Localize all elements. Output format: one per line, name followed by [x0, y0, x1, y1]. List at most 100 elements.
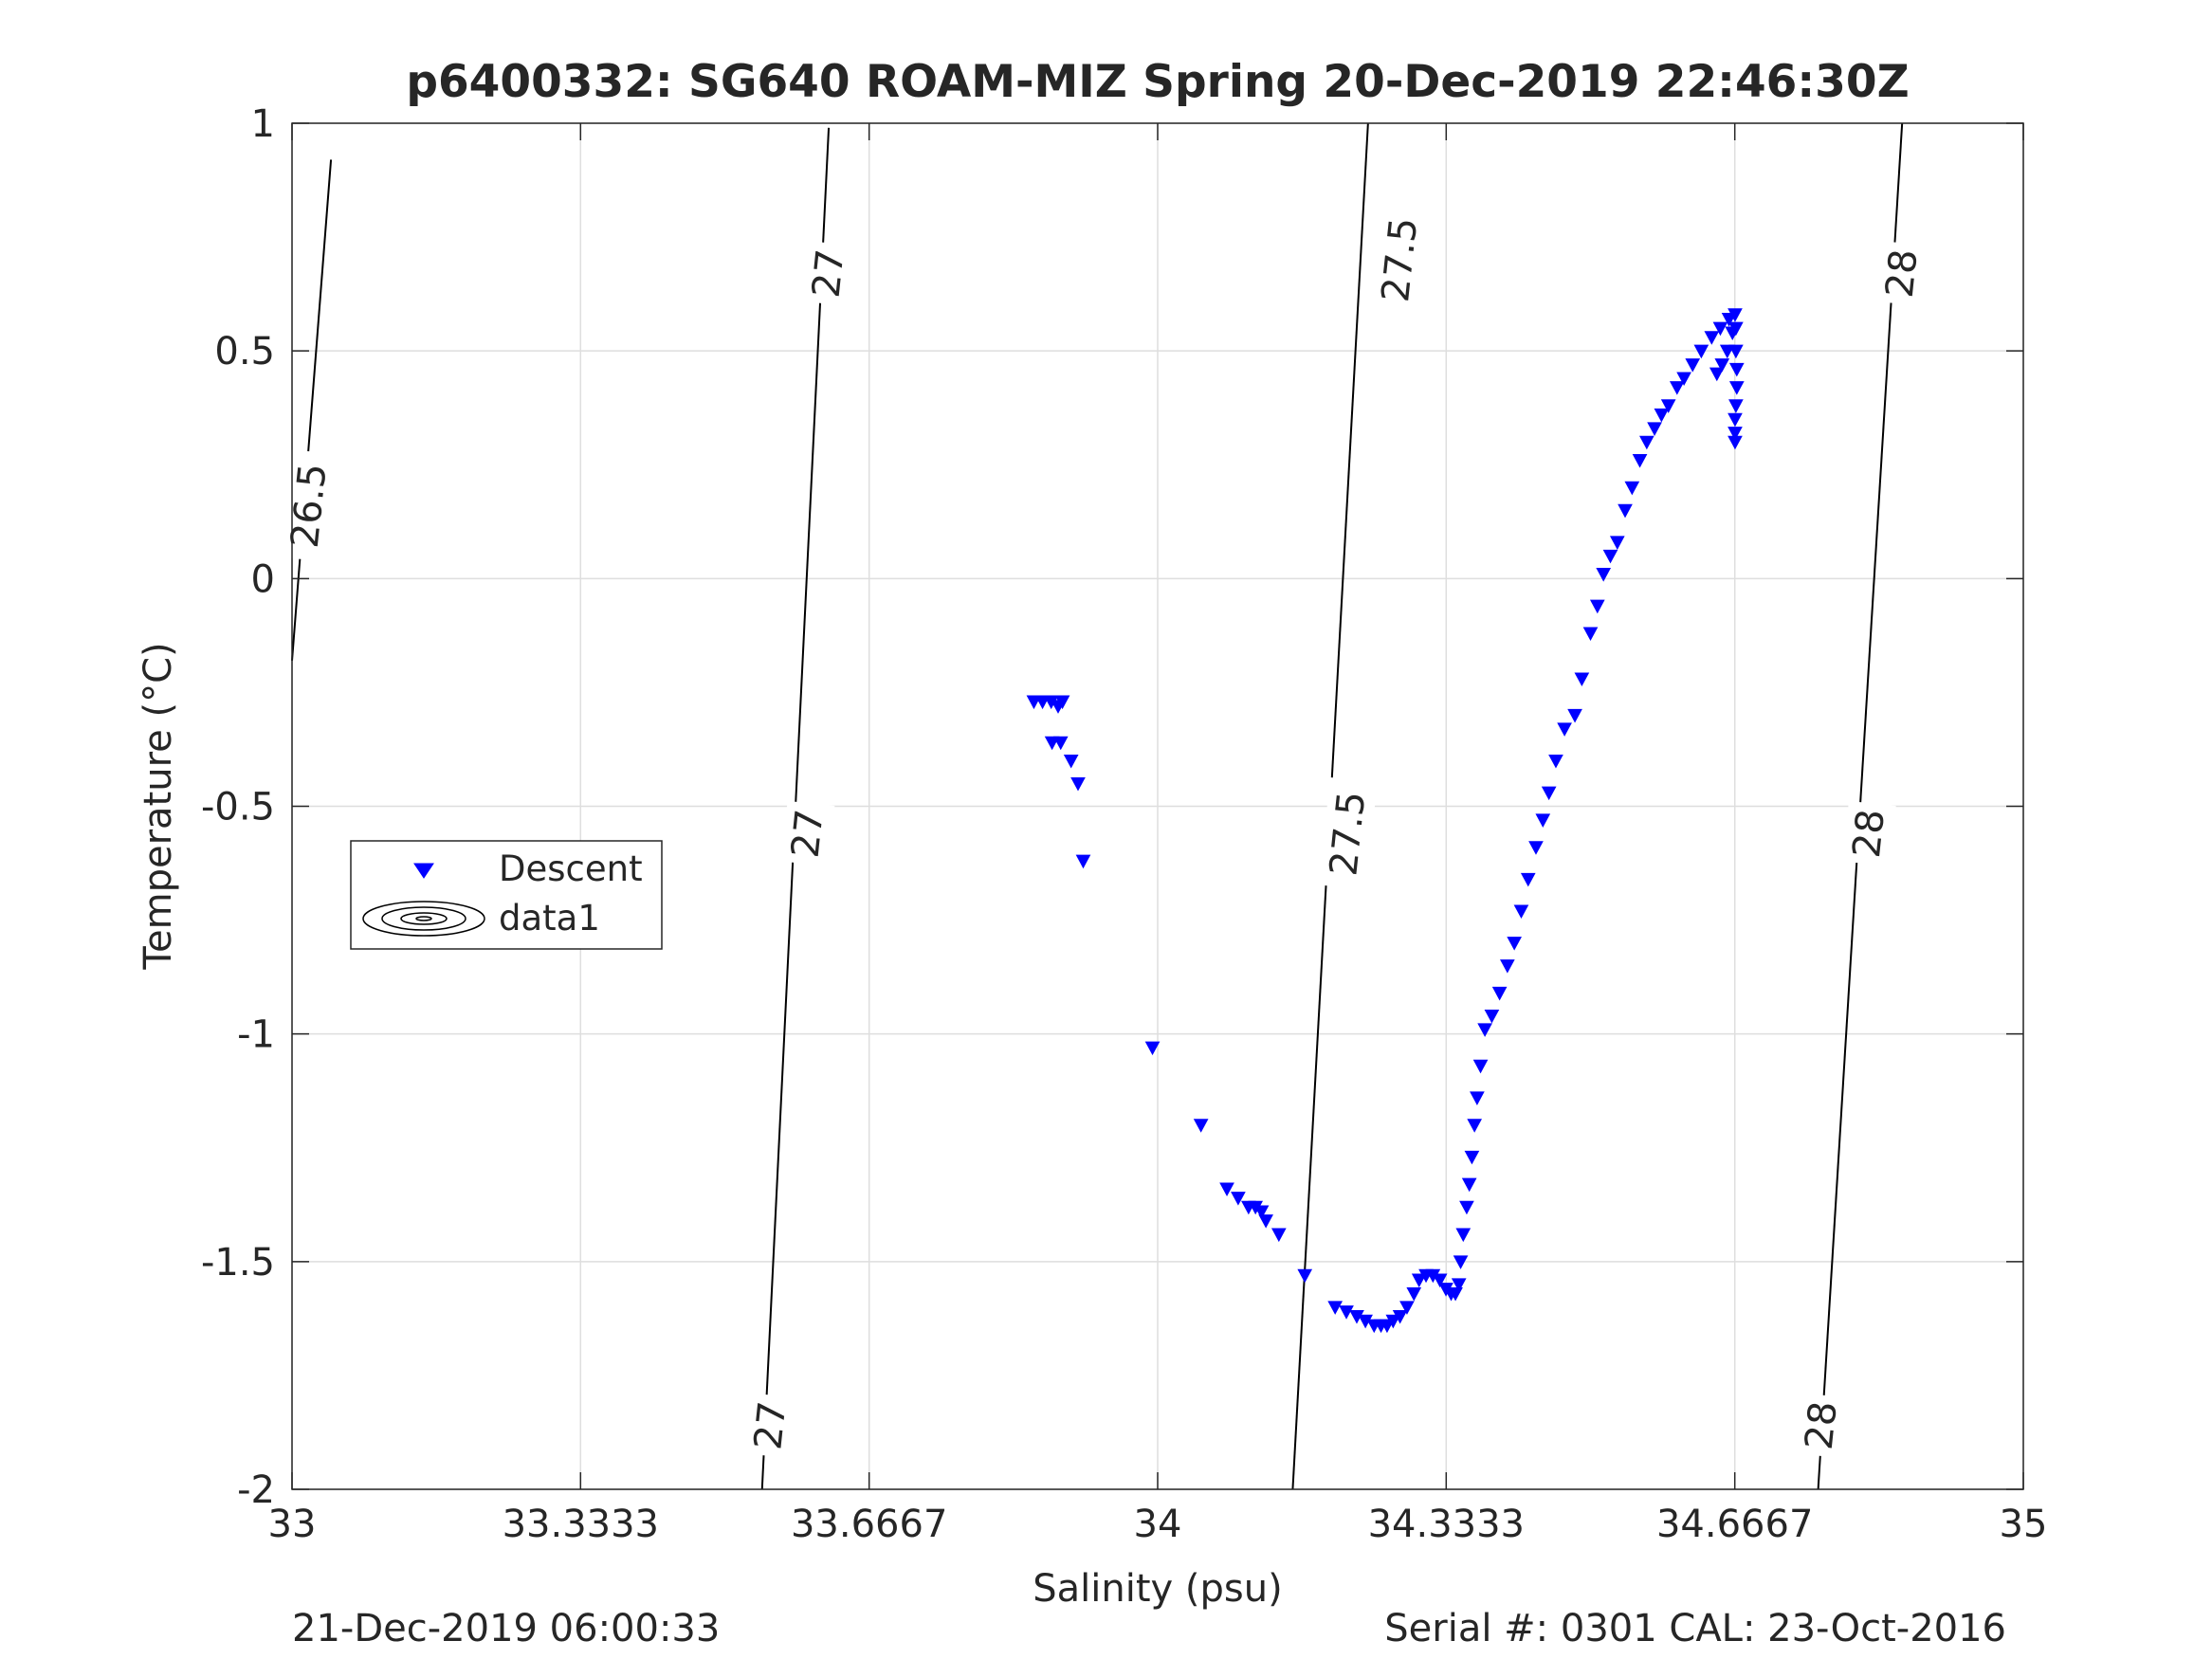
- descent-point: [1461, 1177, 1477, 1193]
- isopycnal-label: 27: [805, 247, 853, 300]
- descent-point: [1455, 1228, 1472, 1243]
- y-tick-label: 1: [251, 102, 275, 146]
- isopycnal-label: 27.5: [1374, 215, 1426, 303]
- descent-point: [1231, 1192, 1246, 1206]
- descent-point: [1639, 435, 1654, 450]
- descent-point: [1432, 1273, 1448, 1288]
- y-tick-label: 0: [251, 557, 275, 601]
- descent-point: [1535, 813, 1551, 828]
- descent-point: [1704, 331, 1720, 345]
- descent-point: [1144, 1041, 1161, 1056]
- descent-point: [1491, 986, 1508, 1001]
- descent-point: [1339, 1305, 1354, 1320]
- descent-point: [1063, 754, 1079, 769]
- descent-point: [1647, 422, 1662, 436]
- axis-ticks: 33 33.3333 33.6667 34 34.3333 34.6667 35 -2 -1.5…: [201, 102, 2048, 1546]
- descent-point: [1709, 367, 1725, 382]
- x-tick-label: 33: [268, 1503, 317, 1546]
- descent-point: [1477, 1023, 1492, 1037]
- descent-point: [1728, 362, 1745, 377]
- x-tick-label: 34.6667: [1656, 1503, 1813, 1546]
- descent-point: [1253, 1205, 1270, 1220]
- isopycnal-line: [291, 159, 333, 661]
- isopycnal-label-bg: [280, 449, 339, 562]
- footer-timestamp: 21-Dec-2019 06:00:33: [292, 1607, 720, 1650]
- descent-point: [1520, 872, 1536, 887]
- density-contours: 26.5 27 27 27 27.5 27.5 28 28 28: [280, 122, 1929, 1490]
- legend-label-data1: data1: [499, 898, 600, 939]
- x-tick-label: 33.6667: [791, 1503, 947, 1546]
- isopycnal-label-bg: [801, 241, 856, 306]
- descent-point: [1271, 1228, 1287, 1243]
- descent-point: [1484, 1009, 1500, 1024]
- descent-point: [1725, 326, 1741, 341]
- descent-point: [1528, 841, 1544, 855]
- descent-point: [1602, 549, 1618, 564]
- descent-point: [1051, 700, 1066, 714]
- isopycnal-label-bg: [1319, 777, 1378, 890]
- descent-point: [1399, 1301, 1415, 1315]
- isopycnal-label: 28: [1878, 247, 1927, 300]
- descent-point: [1596, 568, 1612, 582]
- isopycnal-label: 27.5: [1322, 790, 1374, 878]
- descent-point: [1728, 381, 1745, 395]
- isopycnal-label-bg: [780, 800, 835, 866]
- descent-point: [1693, 344, 1709, 359]
- y-tick-label: -2: [237, 1468, 275, 1512]
- descent-point: [1728, 399, 1744, 413]
- descent-point: [1618, 503, 1633, 519]
- legend-box: [350, 840, 663, 950]
- descent-point: [1676, 372, 1691, 387]
- isopycnal-label: 28: [1798, 1399, 1846, 1451]
- descent-point: [1070, 776, 1086, 792]
- contour-legend-icon: [362, 901, 485, 937]
- descent-point: [1548, 754, 1563, 769]
- descent-point: [1654, 408, 1670, 423]
- descent-point: [1574, 672, 1590, 687]
- isopycnal-label-bg: [1370, 203, 1430, 317]
- descent-point: [1513, 904, 1529, 920]
- descent-point: [1385, 1314, 1401, 1329]
- descent-point: [1453, 1255, 1469, 1269]
- descent-point: [1472, 1059, 1489, 1074]
- descent-point: [1392, 1309, 1408, 1324]
- y-tick-label: 0.5: [214, 330, 275, 374]
- legend-label-descent: Descent: [499, 848, 643, 889]
- isopycnal-label-bg: [743, 1393, 798, 1459]
- isopycnal-label-bg: [1842, 800, 1896, 866]
- descent-point: [1193, 1119, 1209, 1133]
- descent-point: [1327, 1301, 1344, 1315]
- descent-point: [1500, 959, 1515, 974]
- descent-point: [1669, 381, 1685, 395]
- y-tick-label: -1: [237, 1013, 275, 1057]
- isopycnal-label: 28: [1845, 808, 1893, 860]
- descent-point: [1728, 308, 1743, 322]
- descent-point: [1624, 481, 1640, 496]
- descent-point: [1712, 321, 1728, 337]
- descent-point: [1728, 435, 1743, 450]
- descent-point: [1406, 1286, 1422, 1302]
- isopycnal-label-bg: [1874, 241, 1929, 306]
- descent-point: [1451, 1278, 1467, 1292]
- descent-point: [1219, 1182, 1234, 1197]
- descent-point: [1470, 1091, 1485, 1105]
- isopycnal-label: 27: [746, 1399, 795, 1451]
- y-tick-label: -0.5: [201, 786, 275, 830]
- isopycnal-label-bg: [1795, 1393, 1849, 1459]
- descent-point: [1582, 627, 1599, 642]
- descent-point: [1464, 1150, 1480, 1165]
- descent-point: [1589, 599, 1605, 614]
- descent-point: [1297, 1268, 1313, 1284]
- descent-series: [1026, 308, 1745, 1334]
- descent-point: [1567, 708, 1582, 723]
- descent-point: [1258, 1214, 1273, 1229]
- y-axis-label: Temperature (°C): [137, 642, 180, 970]
- descent-point: [1714, 358, 1730, 373]
- descent-point: [1467, 1119, 1482, 1133]
- descent-point: [1459, 1200, 1474, 1215]
- x-axis-label: Salinity (psu): [1033, 1567, 1282, 1611]
- descent-point: [1557, 722, 1572, 737]
- chart-title: p6400332: SG640 ROAM-MIZ Spring 20-Dec-2…: [406, 56, 1909, 108]
- x-tick-label: 34: [1134, 1503, 1182, 1546]
